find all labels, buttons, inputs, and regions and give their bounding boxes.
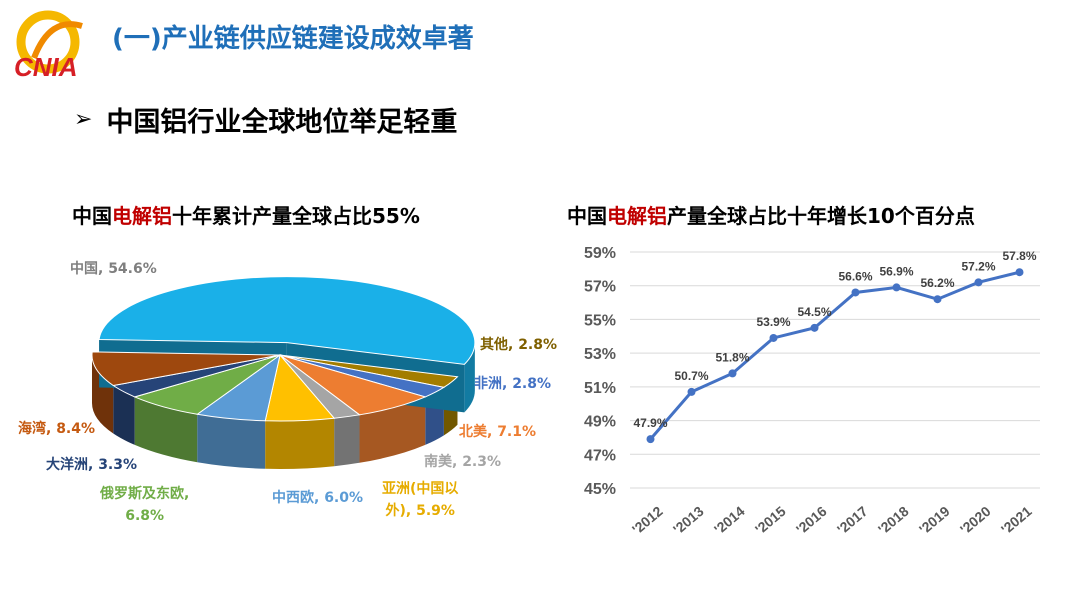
line-title-highlight: 电解铝 (607, 204, 667, 228)
pie-chart-title: 中国电解铝十年累计产量全球占比55% (72, 200, 420, 229)
data-point (646, 435, 655, 444)
x-tick-label: '2021 (998, 503, 1035, 538)
data-label: 56.2% (920, 276, 954, 290)
pie-title-part-3: 十年累计产量全球占比55% (172, 204, 420, 228)
pie-slice-side-8 (113, 385, 135, 445)
pie-label-asia: 亚洲(中国以 外), 5.9% (382, 478, 458, 522)
x-tick-label: '2013 (670, 503, 707, 538)
pie-slice-side-7 (134, 396, 198, 463)
x-tick-label: '2019 (916, 503, 953, 538)
data-label: 53.9% (756, 315, 790, 329)
data-label: 51.8% (715, 350, 749, 364)
y-tick-label: 49% (584, 414, 616, 431)
y-tick-label: 59% (584, 245, 616, 262)
pie-label-oceania: 大洋洲, 3.3% (46, 457, 138, 473)
y-tick-label: 57% (584, 279, 616, 296)
pie-label-asia-line1: 亚洲(中国以 (382, 481, 459, 497)
line-chart-title: 中国电解铝产量全球占比十年增长10个百分点 (567, 200, 975, 229)
section-subtitle: 中国铝行业全球地位举足轻重 (106, 107, 458, 138)
pie-slice-side-0 (464, 342, 475, 413)
x-tick-label: '2014 (711, 503, 748, 538)
pie-label-russia: 俄罗斯及东欧, 6.8% (100, 483, 189, 527)
x-tick-label: '2015 (752, 503, 789, 538)
pie-label-africa: 非洲, 2.8% (474, 376, 552, 392)
data-label: 50.7% (674, 369, 708, 383)
pie-label-south-america: 南美, 2.3% (424, 454, 502, 470)
data-label: 56.9% (879, 264, 913, 278)
x-tick-label: '2016 (793, 503, 830, 538)
data-point (974, 278, 983, 287)
pie-slice-0 (98, 276, 476, 365)
pie-title-part-1: 中国 (72, 204, 112, 228)
pie-slice-9 (91, 351, 281, 387)
pie-slice-side-6 (197, 414, 266, 469)
cnia-logo: CNIA (14, 10, 83, 82)
page-title: (一)产业链供应链建设成效卓著 (112, 24, 474, 54)
x-tick-label: '2012 (629, 503, 666, 538)
arrow-bullet-icon: ➢ (74, 107, 93, 132)
y-tick-label: 45% (584, 481, 616, 498)
x-tick-label: '2020 (957, 503, 994, 538)
pie-label-other: 其他, 2.8% (480, 337, 558, 353)
y-tick-label: 55% (584, 312, 616, 329)
pie-slice-side-3 (359, 396, 426, 463)
pie-slice-side-4 (334, 414, 360, 467)
data-point (892, 283, 901, 292)
data-point (851, 288, 860, 297)
x-tick-label: '2017 (834, 503, 871, 538)
pie-label-china: 中国, 54.6% (70, 261, 157, 277)
pie-slice-side-9 (92, 355, 114, 434)
pie-label-asia-line2: 外), 5.9% (385, 503, 455, 519)
data-label: 47.9% (633, 416, 667, 430)
data-point (687, 387, 696, 396)
data-label: 57.8% (1002, 249, 1036, 263)
y-tick-label: 51% (584, 380, 616, 397)
line-title-part-3: 产量全球占比十年增长10个百分点 (667, 204, 975, 228)
y-tick-label: 53% (584, 346, 616, 363)
series-line (649, 270, 1020, 441)
line-title-part-1: 中国 (567, 204, 607, 228)
logo-text: CNIA (14, 52, 78, 82)
pie-label-russia-line1: 俄罗斯及东欧, (100, 486, 190, 502)
pie-title-highlight: 电解铝 (112, 204, 172, 228)
pie-label-russia-line2: 6.8% (125, 508, 165, 524)
pie-slice-side-5 (265, 418, 335, 469)
pie-label-west-europe: 中西欧, 6.0% (272, 490, 364, 506)
pie-label-north-america: 北美, 7.1% (459, 424, 537, 440)
data-label: 57.2% (961, 259, 995, 273)
data-point (933, 295, 942, 304)
pie-label-gulf: 海湾, 8.4% (18, 421, 96, 437)
data-point (810, 323, 819, 332)
pie-chart (91, 276, 476, 469)
data-point (769, 333, 778, 342)
data-label: 56.6% (838, 269, 872, 283)
y-tick-label: 47% (584, 447, 616, 464)
data-label: 54.5% (797, 305, 831, 319)
x-tick-label: '2018 (875, 503, 912, 538)
data-point (1015, 268, 1024, 277)
data-point (728, 369, 737, 378)
section-heading: ➢ 中国铝行业全球地位举足轻重 (74, 100, 457, 139)
line-chart: 45%47%49%51%53%55%57%59%'2012'2013'2014 '… (584, 245, 1040, 538)
